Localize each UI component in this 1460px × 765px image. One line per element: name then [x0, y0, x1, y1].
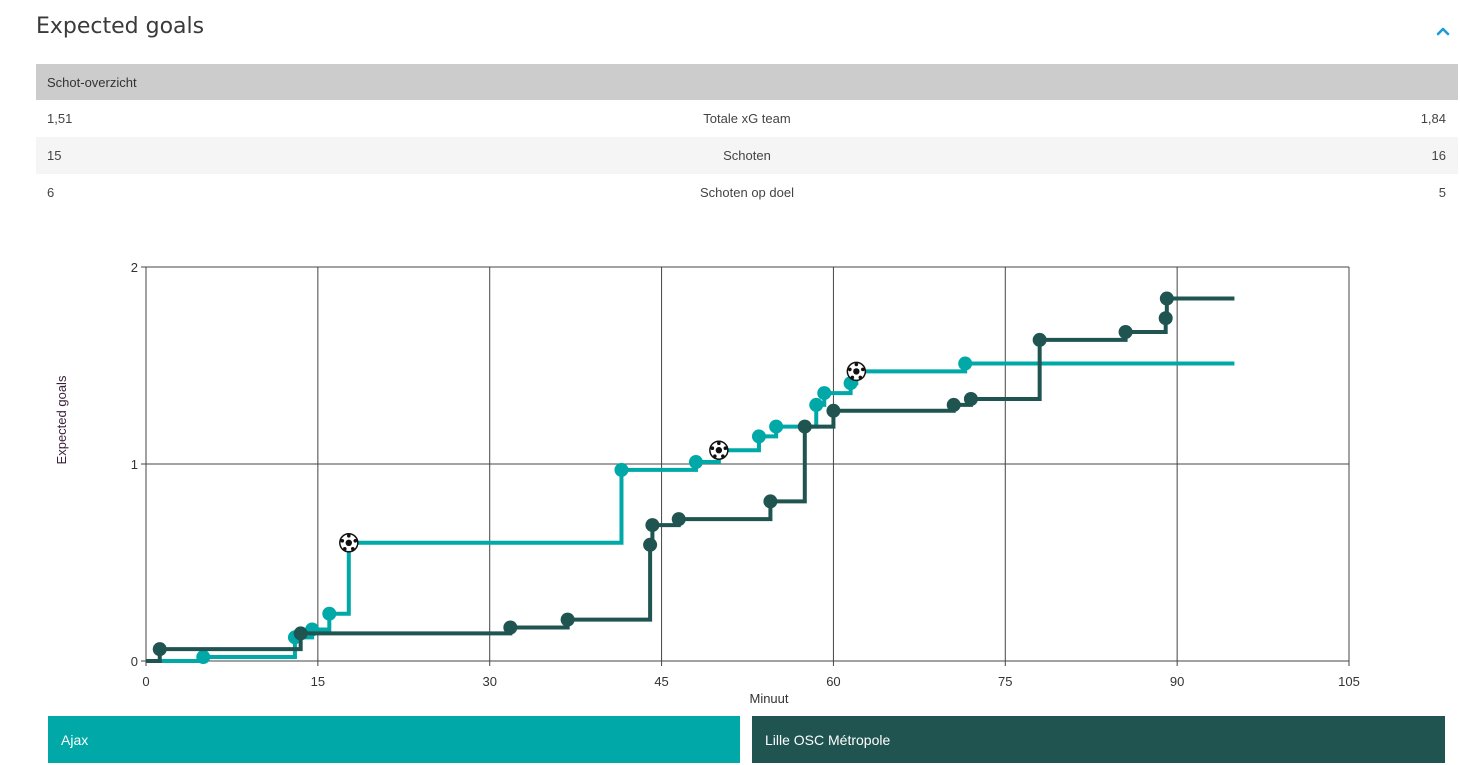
- shot-point: [293, 626, 308, 641]
- shot-point: [1032, 332, 1047, 347]
- xg-chart: 0 15 30 45 60 75 90 105 0 1 2 Minuut Expected goa…: [0, 240, 1460, 710]
- shot-point: [817, 386, 832, 401]
- shot-point: [671, 512, 686, 527]
- ball-patch: [350, 547, 355, 551]
- ball-patch: [340, 539, 345, 543]
- goal-marker: [339, 533, 359, 553]
- series-line: [146, 361, 1235, 663]
- ball-patch: [342, 547, 347, 551]
- ball-patch: [853, 368, 860, 375]
- shot-point: [688, 455, 703, 470]
- stat-label: Schoten: [723, 148, 771, 163]
- series-ajax: [146, 356, 1235, 665]
- shot-point: [958, 356, 973, 371]
- goal-marker: [846, 361, 867, 382]
- series-lille: [146, 291, 1235, 663]
- home-value: 15: [47, 148, 62, 163]
- shot-point: [643, 537, 658, 552]
- legend-ajax-label: Ajax: [61, 731, 89, 748]
- y-tick-label: 0: [131, 654, 138, 669]
- ball-patch: [713, 454, 717, 459]
- x-tick-label: 45: [654, 674, 668, 689]
- goal-marker: [709, 440, 729, 460]
- table-header: Schot-overzicht: [36, 64, 1458, 100]
- shot-point: [1118, 325, 1133, 340]
- home-value: 6: [47, 185, 55, 200]
- ball-patch: [848, 367, 852, 372]
- legend-ajax[interactable]: Ajax: [48, 716, 740, 763]
- ball-patch: [710, 446, 715, 451]
- y-axis-ticks: 0 1 2: [131, 260, 138, 669]
- x-tick-label: 90: [1170, 674, 1184, 689]
- table-row: 1,51 Totale xG team 1,84: [36, 100, 1458, 137]
- series-line: [146, 296, 1235, 663]
- away-value: 1,84: [1420, 111, 1446, 126]
- y-tick-label: 2: [131, 260, 138, 275]
- ball-patch: [721, 454, 725, 459]
- x-tick-label: 30: [482, 674, 496, 689]
- ball-patch: [345, 539, 352, 546]
- ball-patch: [854, 362, 859, 367]
- legend-lille-label: Lille OSC Métropole: [765, 731, 891, 748]
- ball-patch: [850, 375, 855, 380]
- shot-overview-table: Schot-overzicht 1,51 Totale xG team 1,84…: [36, 64, 1458, 211]
- shot-point: [1159, 291, 1174, 306]
- series-layer: [146, 291, 1235, 665]
- shot-point: [560, 612, 575, 627]
- shot-point: [963, 391, 978, 406]
- shot-point: [503, 620, 518, 635]
- shot-point: [322, 606, 337, 621]
- ball-patch: [353, 539, 358, 543]
- ball-patch: [717, 441, 721, 446]
- away-value: 16: [1431, 148, 1446, 163]
- ball-patch: [861, 367, 865, 372]
- x-tick-label: 105: [1338, 674, 1360, 689]
- shot-point: [1158, 311, 1173, 326]
- shot-point: [797, 419, 812, 434]
- x-tick-label: 60: [826, 674, 840, 689]
- chevron-up-icon: [1436, 27, 1450, 36]
- y-axis-label: Expected goals: [54, 375, 69, 464]
- shot-point: [809, 397, 824, 412]
- home-value: 1,51: [47, 111, 73, 126]
- shot-point: [196, 650, 211, 665]
- ball-patch: [346, 534, 351, 538]
- shot-point: [751, 429, 766, 444]
- shot-point: [152, 642, 167, 657]
- away-value: 5: [1438, 185, 1446, 200]
- ball-patch: [715, 447, 723, 454]
- x-tick-label: 15: [311, 674, 325, 689]
- legend-lille[interactable]: Lille OSC Métropole: [752, 716, 1445, 763]
- ball-patch: [723, 446, 728, 451]
- section-title: Expected goals: [36, 14, 205, 39]
- table-row: 15 Schoten 16: [36, 137, 1458, 174]
- shot-point: [763, 494, 778, 509]
- shot-point: [769, 419, 784, 434]
- y-tick-label: 1: [131, 457, 138, 472]
- xg-chart-svg: 0 15 30 45 60 75 90 105 0 1 2 Minuut Expected goa…: [54, 260, 1360, 706]
- stat-label: Totale xG team: [703, 111, 791, 126]
- ball-patch: [858, 375, 863, 380]
- table-row: 6 Schoten op doel 5: [36, 174, 1458, 211]
- shot-point: [946, 397, 961, 412]
- x-axis-ticks: 0 15 30 45 60 75 90 105: [142, 674, 1359, 689]
- x-axis-label: Minuut: [749, 691, 788, 706]
- x-tick-label: 0: [142, 674, 149, 689]
- shot-point: [645, 518, 660, 533]
- stat-label: Schoten op doel: [700, 185, 794, 200]
- chart-grid: [141, 266, 1350, 666]
- x-tick-label: 75: [998, 674, 1012, 689]
- shot-point: [826, 403, 841, 418]
- collapse-button[interactable]: [1432, 20, 1454, 42]
- section-header: Expected goals: [0, 0, 1460, 60]
- shot-point: [614, 462, 629, 477]
